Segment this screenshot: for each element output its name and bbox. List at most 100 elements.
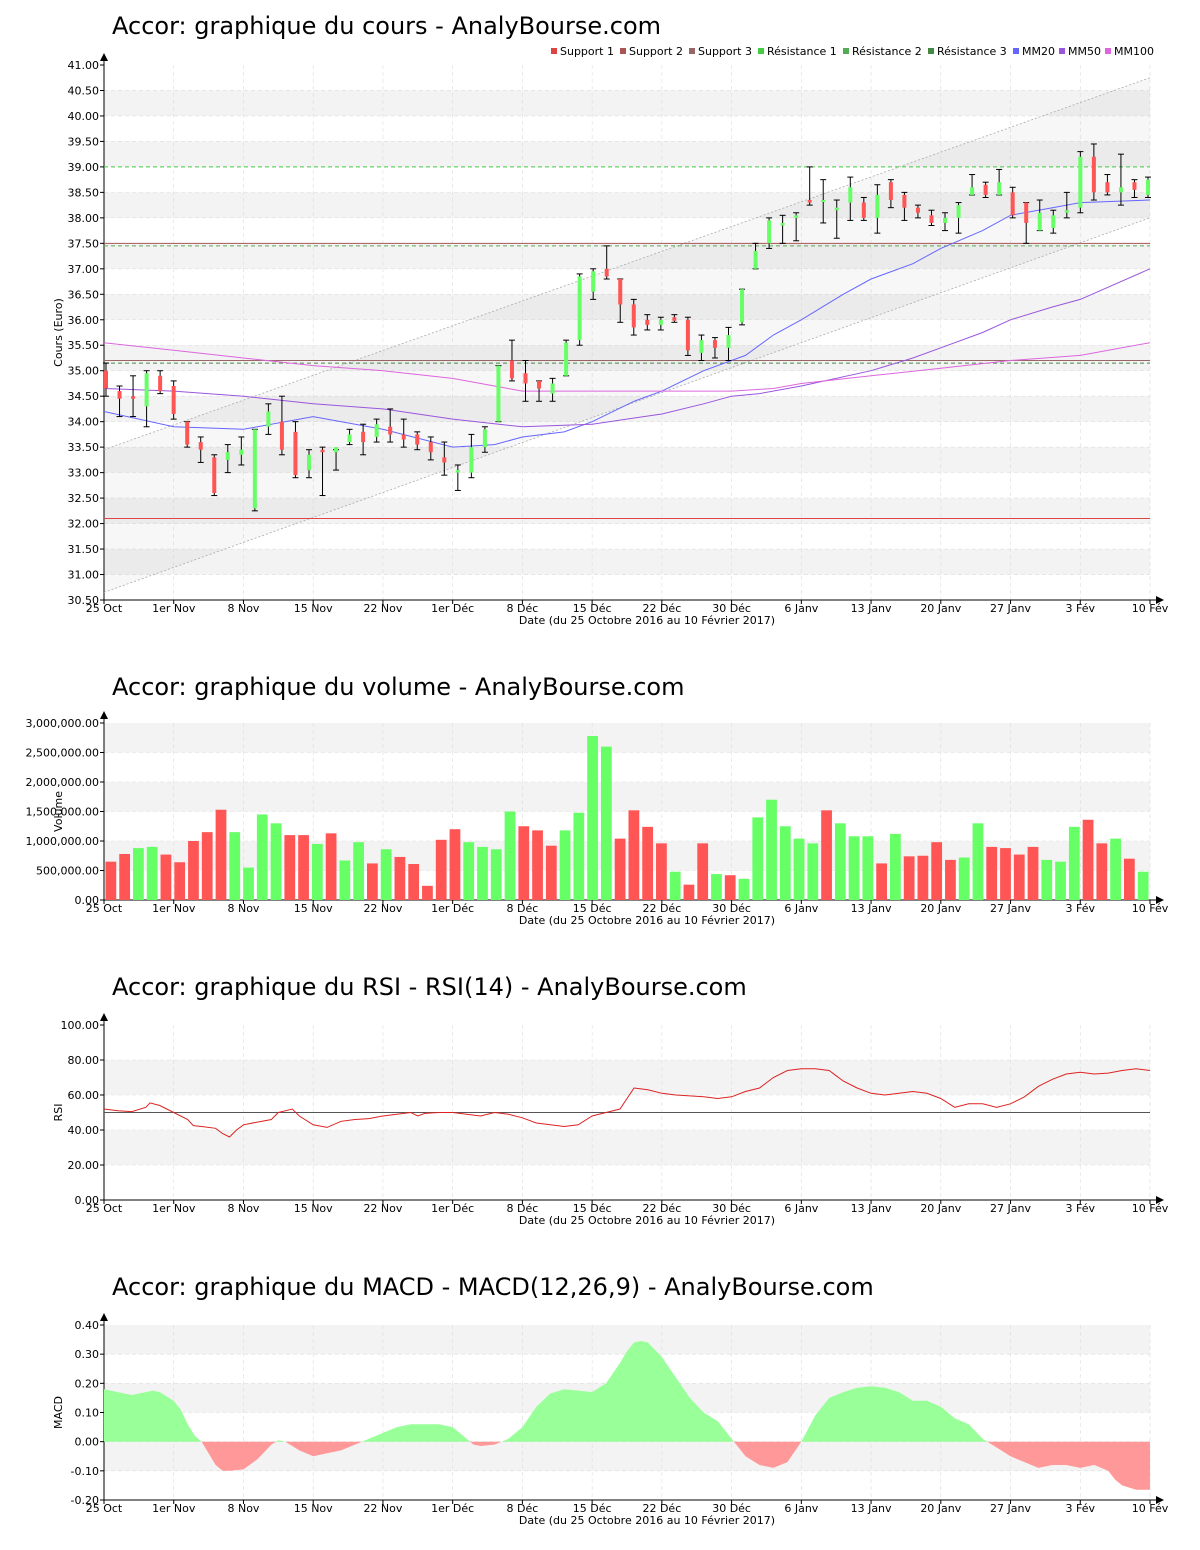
volume-bar (779, 826, 791, 900)
macd-chart: Accor: graphique du MACD - MACD(12,26,9)… (52, 1273, 1169, 1527)
legend-swatch (843, 48, 849, 54)
x-axis-title: Date (du 25 Octobre 2016 au 10 Février 2… (519, 1214, 775, 1227)
y-tick-label: 0.30 (75, 1348, 100, 1361)
volume-bar (945, 859, 956, 900)
y-axis-arrow (100, 711, 108, 719)
x-tick-label: 10 Fév (1132, 602, 1169, 615)
x-tick-label: 15 Nov (294, 902, 333, 915)
candle-body (875, 194, 880, 218)
y-tick-label: 34.50 (68, 390, 100, 403)
macd-positive-area (501, 1341, 734, 1442)
grid-band (104, 782, 1150, 812)
x-tick-label: 27 Janv (990, 902, 1031, 915)
volume-bar (793, 838, 805, 900)
x-tick-label: 10 Fév (1132, 1502, 1169, 1515)
x-tick-label: 15 Déc (573, 602, 612, 615)
legend-swatch (1105, 48, 1111, 54)
mm20-line (103, 199, 1151, 448)
grid-band (104, 1060, 1150, 1095)
y-tick-label: 32.00 (68, 518, 100, 531)
candle-body (212, 457, 217, 493)
y-axis-arrow (100, 1013, 108, 1021)
x-tick-label: 30 Déc (712, 902, 751, 915)
candle-body (225, 452, 230, 460)
y-tick-label: 37.50 (68, 237, 100, 250)
volume-bar (614, 838, 626, 900)
volume-bar (408, 864, 420, 900)
candle-body (1132, 182, 1137, 190)
y-tick-label: 100.00 (61, 1019, 100, 1032)
volume-bar (339, 860, 351, 900)
volume-bar (435, 839, 447, 900)
grid-band (104, 294, 1150, 320)
volume-bar (532, 830, 543, 900)
candle-body (1146, 179, 1150, 195)
volume-bar (284, 835, 296, 900)
trend-channel (104, 77, 1150, 593)
legend-swatch (1013, 48, 1019, 54)
candle-body (198, 442, 203, 450)
grid-band (104, 1130, 1150, 1165)
x-tick-label: 25 Oct (86, 1502, 123, 1515)
candle-body (915, 207, 920, 213)
candle-body (469, 447, 474, 473)
x-tick-label: 6 Janv (784, 902, 818, 915)
candle-body (158, 375, 163, 392)
price-chart-title: Accor: graphique du cours - AnalyBourse.… (112, 12, 661, 40)
candle-body (672, 317, 677, 321)
volume-bar (201, 832, 213, 900)
grid-band (104, 90, 1150, 116)
candle-body (415, 434, 420, 445)
x-tick-label: 15 Nov (294, 1502, 333, 1515)
x-tick-label: 20 Janv (920, 1202, 961, 1215)
volume-bar (821, 810, 832, 900)
x-tick-label: 1er Nov (152, 602, 196, 615)
x-tick-label: 30 Déc (712, 602, 751, 615)
candle-body (780, 222, 785, 226)
y-tick-label: 20.00 (68, 1159, 100, 1172)
x-tick-label: 1er Déc (431, 602, 474, 615)
macd-positive-area (276, 1440, 286, 1442)
volume-bar (848, 836, 860, 900)
y-tick-label: 0.40 (75, 1319, 100, 1332)
y-tick-label: 36.00 (68, 314, 100, 327)
macd-chart-title: Accor: graphique du MACD - MACD(12,26,9)… (112, 1273, 874, 1301)
x-tick-label: 30 Déc (712, 1202, 751, 1215)
volume-bar (724, 875, 736, 900)
x-tick-label: 13 Janv (851, 602, 892, 615)
grid-band (104, 345, 1150, 371)
x-tick-label: 20 Janv (920, 1502, 961, 1515)
candle-body (645, 319, 650, 325)
macd-negative-area (201, 1441, 276, 1471)
y-tick-label: 40.00 (68, 1124, 100, 1137)
volume-bar (834, 823, 846, 900)
candle-body (658, 319, 663, 325)
volume-bar (1137, 871, 1149, 900)
macd-negative-area (470, 1441, 502, 1446)
x-axis-arrow (1156, 1196, 1164, 1204)
candle-body (997, 182, 1002, 195)
x-tick-label: 1er Nov (152, 902, 196, 915)
volume-bar (1000, 848, 1011, 900)
grid-band (104, 1325, 1150, 1355)
rsi-chart-title: Accor: graphique du RSI - RSI(14) - Anal… (112, 973, 747, 1001)
legend-swatch (551, 48, 557, 54)
candle-body (293, 431, 298, 476)
y-tick-label: 34.00 (68, 416, 100, 429)
candle-body (361, 431, 366, 443)
y-axis-title: RSI (52, 1104, 65, 1122)
candle-body (185, 421, 190, 445)
x-tick-label: 25 Oct (86, 602, 123, 615)
x-tick-label: 1er Nov (152, 1502, 196, 1515)
grid-band (104, 723, 1150, 753)
channel-lower-line (103, 217, 1151, 593)
x-tick-label: 3 Fév (1066, 1502, 1096, 1515)
x-tick-label: 15 Déc (573, 1502, 612, 1515)
candle-body (496, 365, 501, 422)
x-tick-label: 15 Nov (294, 1202, 333, 1215)
x-axis-arrow (1156, 596, 1164, 604)
candle-body (983, 184, 988, 195)
legend-swatch (620, 48, 626, 54)
volume-bar (807, 843, 819, 900)
candle-body (509, 360, 514, 379)
